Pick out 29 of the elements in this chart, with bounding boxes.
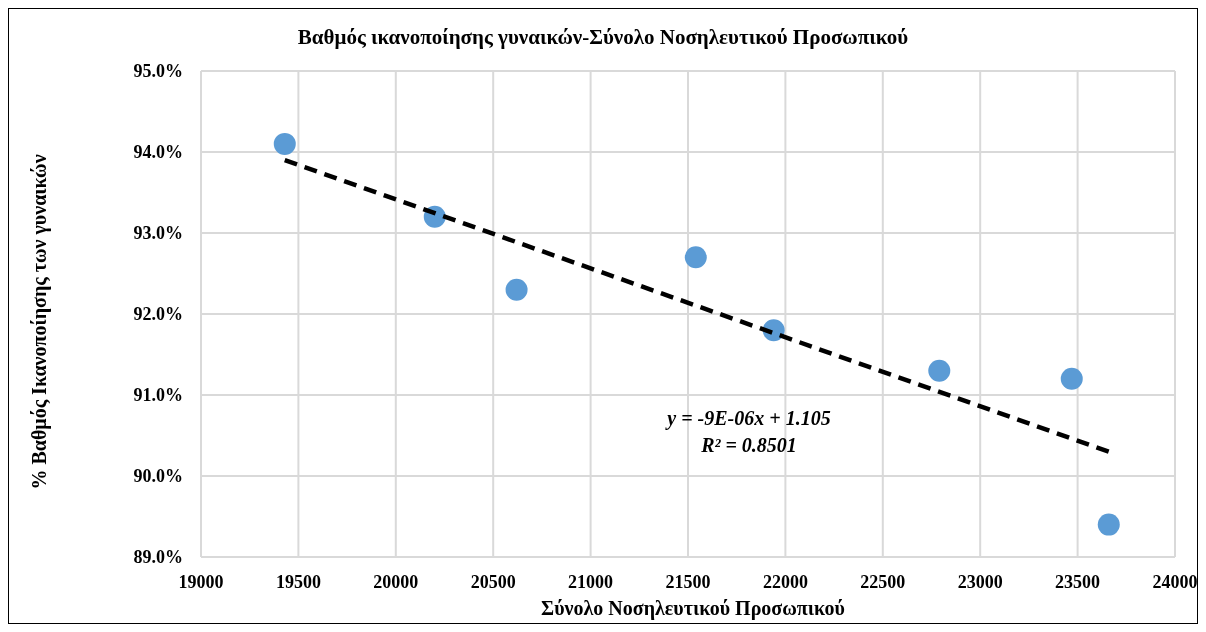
point <box>928 359 951 382</box>
y-tick-label: 93.0% <box>133 223 183 244</box>
annotation: y = -9E-06x + 1.105 <box>664 407 832 430</box>
x-tick-label: 20000 <box>373 571 419 592</box>
x-tick-label: 22500 <box>860 571 906 592</box>
y-axis-title: % Βαθμός Ικανοποίησης των γυναικών <box>27 154 51 490</box>
point <box>1060 367 1083 390</box>
point <box>1097 513 1120 536</box>
x-tick-label: 19500 <box>275 571 321 592</box>
x-tick-label: 23000 <box>957 571 1003 592</box>
annotation: R² = 0.8501 <box>700 434 798 457</box>
y-tick-label: 91.0% <box>133 385 183 406</box>
y-tick-label: 92.0% <box>133 304 183 325</box>
y-tick-label: 94.0% <box>133 142 183 163</box>
x-tick-label: 19000 <box>178 571 224 592</box>
y-tick-label: 95.0% <box>133 61 183 82</box>
point <box>273 132 296 155</box>
point <box>684 246 707 269</box>
x-tick-label: 20500 <box>470 571 516 592</box>
x-tick-label: 21500 <box>665 571 711 592</box>
x-tick-label: 24000 <box>1152 571 1198 592</box>
point <box>505 278 528 301</box>
x-tick-label: 22000 <box>762 571 808 592</box>
x-tick-label: 23500 <box>1055 571 1101 592</box>
x-tick-label: 21000 <box>568 571 614 592</box>
y-tick-label: 89.0% <box>133 547 183 568</box>
y-tick-label: 90.0% <box>133 466 183 487</box>
chart-title: Βαθμός ικανοποίησης γυναικών-Σύνολο Νοσηλευτικού Προσωπικού <box>296 25 910 50</box>
x-axis-title: Σύνολο Νοσηλευτικού Προσωπικού <box>540 597 846 620</box>
